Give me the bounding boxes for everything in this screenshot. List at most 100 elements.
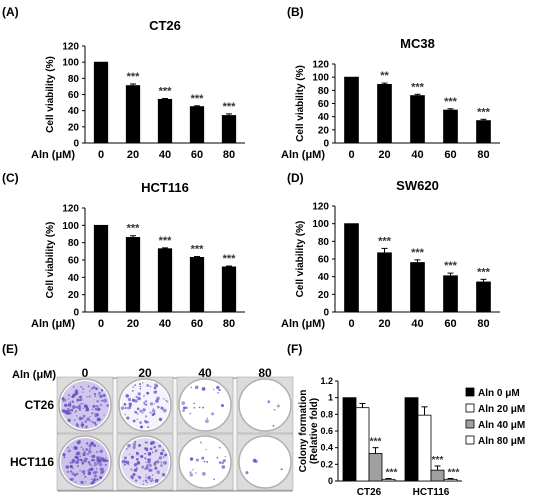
colony-dot <box>144 468 146 470</box>
colony-dot <box>189 412 192 415</box>
colony-dot <box>153 386 157 390</box>
y-axis-label-line: Colony formation <box>298 390 309 473</box>
colony-dot <box>146 383 150 387</box>
colony-dot <box>148 468 152 472</box>
colony-dot <box>88 468 91 471</box>
colony-dot <box>136 418 138 421</box>
colony-dot <box>221 461 225 465</box>
colony-dot <box>132 386 135 388</box>
colony-dot <box>162 408 167 413</box>
bar <box>377 252 392 313</box>
colony-dot <box>140 454 144 458</box>
x-tick-label: 60 <box>444 149 456 161</box>
colony-dot <box>85 407 90 412</box>
colony-dot <box>134 468 138 472</box>
colony-dot <box>102 393 106 398</box>
colony-dot <box>72 401 75 404</box>
colony-dot <box>95 387 98 391</box>
colony-dot <box>70 477 74 482</box>
significance-marker: *** <box>411 81 425 93</box>
colony-dot <box>142 408 146 412</box>
colony-dot <box>153 402 156 405</box>
colony-dot <box>139 421 142 424</box>
colony-dot <box>152 479 154 482</box>
colony-dot <box>63 456 66 459</box>
x-axis-label: Aln (μM) <box>31 318 75 330</box>
significance-marker: *** <box>444 260 458 272</box>
colony-dot <box>136 407 140 411</box>
colony-dot <box>147 475 151 480</box>
significance-marker: *** <box>127 223 141 235</box>
legend-entry: Aln 40 μM <box>478 420 525 431</box>
colony-dot <box>67 394 71 397</box>
colony-dot <box>144 400 148 403</box>
colony-dot <box>156 470 161 475</box>
colony-dot <box>156 405 160 409</box>
colony-dot <box>69 478 72 481</box>
colony-dot <box>76 451 81 456</box>
bar <box>344 223 359 313</box>
colony-dot <box>198 406 201 409</box>
colony-dot <box>134 399 138 403</box>
colony-dot <box>84 460 88 463</box>
panel-label-e: (E) <box>2 342 18 356</box>
x-tick-label: 20 <box>378 318 390 330</box>
viability-chart-sw620: SW620 0 20 40 60 80 100 120 Cell viability (%) Al… <box>281 178 500 330</box>
colony-dot <box>128 453 131 456</box>
colony-dot <box>100 389 104 392</box>
colony-dot <box>94 395 97 398</box>
colony-dot <box>67 446 69 449</box>
colony-dot <box>127 444 131 448</box>
colony-dot <box>62 453 66 457</box>
colony-dot <box>218 461 222 464</box>
colony-dot <box>139 383 142 386</box>
colony-dot <box>145 474 148 476</box>
colony-dot <box>148 463 152 468</box>
chart-title: MC38 <box>400 36 435 51</box>
colony-dot <box>103 414 105 416</box>
colony-dot <box>163 398 165 400</box>
colony-dot <box>151 451 154 454</box>
bar <box>443 275 458 313</box>
colony-dot <box>182 409 186 413</box>
y-tick-label: 40 <box>68 106 80 117</box>
colony-dot <box>201 472 206 476</box>
colony-dot <box>75 423 79 426</box>
colony-dot <box>272 424 275 427</box>
colony-dot <box>100 400 102 402</box>
colony-concentration-label: Aln (μM) <box>12 369 56 381</box>
colony-dot <box>124 407 127 409</box>
colony-dot <box>144 457 147 460</box>
colony-dot <box>142 483 145 486</box>
colony-dot <box>151 474 154 476</box>
colony-dot <box>218 446 221 449</box>
viability-chart-mc38: MC38 0 20 40 60 80 100 120 Cell viability (%) Aln… <box>281 36 500 161</box>
colony-dot <box>64 403 68 407</box>
colony-dot <box>76 441 81 445</box>
colony-dot <box>79 458 83 462</box>
colony-dot <box>80 386 83 388</box>
bar <box>342 397 357 482</box>
legend-swatch <box>465 435 475 445</box>
colony-dot <box>162 456 165 458</box>
colony-dot <box>97 445 99 447</box>
colony-dot <box>80 423 85 427</box>
colony-dot <box>183 406 186 410</box>
colony-dot <box>155 399 159 403</box>
colony-dot <box>101 399 104 402</box>
colony-concentration-value: 20 <box>138 366 152 380</box>
colony-dot <box>82 454 85 457</box>
colony-formation-image: Aln (μM) 0 20 40 80 CT26 HCT116 <box>10 366 294 492</box>
colony-dot <box>79 455 82 457</box>
chart-title: SW620 <box>396 178 439 193</box>
y-tick-label: 100 <box>312 219 329 230</box>
colony-dot <box>146 481 148 484</box>
x-tick-label: 80 <box>223 149 235 161</box>
colony-dot <box>152 409 156 413</box>
colony-dot <box>71 472 75 476</box>
colony-dot <box>137 392 141 396</box>
colony-dot <box>157 459 159 461</box>
colony-concentration-value: 80 <box>258 366 272 380</box>
colony-dot <box>126 448 128 450</box>
